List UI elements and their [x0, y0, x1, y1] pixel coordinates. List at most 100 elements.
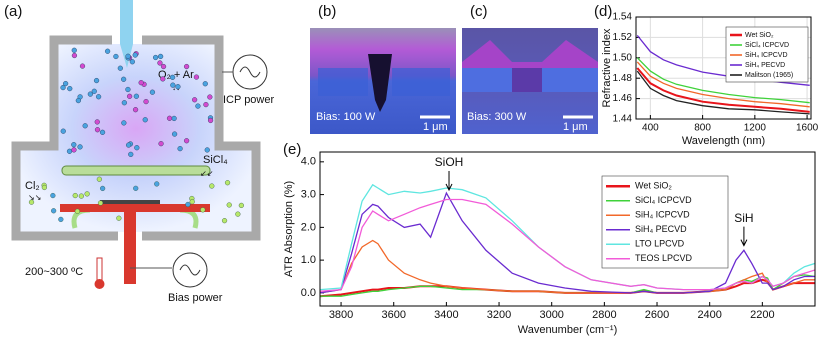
particle [100, 185, 106, 192]
particle [93, 77, 100, 84]
panel-label: (b) [318, 3, 336, 20]
x-tick-label: 2600 [645, 309, 669, 321]
x-tick-label: 2400 [697, 309, 721, 321]
y-axis-label: ATR Absorption (%) [283, 181, 295, 277]
particle [175, 84, 181, 90]
particle [41, 184, 47, 191]
precursor-label: SiCl₄ [203, 154, 228, 166]
x-tick-label: 400 [642, 123, 659, 134]
legend-label: SiH₄ PECVD [745, 62, 785, 69]
y-tick-label: 0.0 [301, 287, 316, 299]
y-tick-label: 3.0 [301, 189, 316, 201]
particle [75, 97, 81, 104]
series-line [636, 61, 810, 108]
particle [238, 202, 244, 209]
particle [121, 76, 127, 82]
thermometer-bulb [94, 279, 105, 289]
particle [71, 47, 77, 53]
particle [203, 101, 209, 108]
particle [142, 117, 148, 123]
particle [132, 52, 138, 58]
particles [28, 47, 244, 224]
plasma-region [20, 44, 252, 232]
particle [87, 91, 93, 97]
bias-label: Bias: 300 W [467, 111, 527, 123]
gas-nozzle [120, 0, 133, 68]
particle [160, 63, 167, 70]
panel-label: (d) [594, 3, 612, 20]
particle [95, 94, 102, 100]
particle [116, 215, 122, 221]
particle [183, 63, 190, 70]
particle [128, 151, 134, 157]
particle [129, 59, 135, 65]
etch-gas-label: Cl₂ [25, 180, 40, 192]
icp-symbol [239, 66, 261, 78]
particle [224, 180, 231, 186]
particle [207, 117, 214, 124]
particle [143, 98, 149, 105]
particle [97, 200, 104, 206]
particle [71, 142, 77, 148]
particle [193, 74, 200, 80]
trench [368, 54, 392, 112]
particle [171, 131, 178, 137]
cladding [462, 40, 598, 68]
particle [160, 76, 166, 82]
panel-a: (a) O₂ + Ar ↓↓ ICP power SiCl₄ ↙↙ Cl₂ ↘↘… [4, 0, 274, 304]
ridge [318, 68, 368, 96]
particle [94, 127, 101, 133]
axes-frame [319, 151, 816, 307]
particle [134, 145, 140, 151]
particle [221, 218, 228, 224]
particle [121, 100, 127, 106]
legend-label: SiCl₄ ICPCVD [745, 42, 789, 49]
series-line [320, 183, 815, 291]
particle [133, 93, 139, 99]
series-line [320, 198, 815, 292]
particle [113, 53, 119, 60]
bias-symbol [179, 264, 201, 276]
legend-label: SiH₄ PECVD [635, 224, 687, 234]
icp-label: ICP power [223, 94, 274, 106]
bias-label: Bias power [168, 292, 223, 304]
x-axis-label: Wavelength (nm) [682, 135, 765, 147]
particle [204, 147, 210, 153]
legend-label: TEOS LPCVD [635, 253, 693, 263]
x-tick-label: 1600 [796, 123, 819, 134]
particle [235, 211, 241, 217]
particle [195, 103, 201, 109]
wafer [100, 200, 160, 204]
x-tick-label: 3000 [539, 309, 563, 321]
particle [99, 129, 106, 135]
particle [209, 183, 215, 189]
precursor-arrows: ↙↙ [200, 169, 213, 178]
legend-label: SiH₄ ICPCVD [745, 52, 788, 59]
panel-label: (c) [470, 3, 488, 20]
particle [74, 208, 80, 214]
x-tick-label: 3400 [434, 309, 458, 321]
particle [58, 216, 64, 223]
y-tick-label: 1.48 [613, 73, 633, 84]
particle [177, 146, 183, 152]
thermometer [96, 257, 103, 281]
particle [71, 52, 78, 59]
particle [125, 53, 131, 59]
particle [185, 201, 191, 208]
particle [71, 147, 77, 153]
particle [158, 53, 164, 60]
series-line [636, 70, 810, 115]
annotation: SiH [734, 211, 753, 225]
y-tick-label: 4.0 [301, 156, 316, 168]
particle [133, 185, 139, 191]
bias-label: Bias: 100 W [316, 111, 376, 123]
particle [226, 202, 232, 208]
legend-label: SiCl₄ ICPCVD [635, 195, 692, 205]
x-tick-label: 3800 [329, 309, 353, 321]
particle [125, 86, 131, 93]
y-axis-label: Refractive index [601, 28, 613, 107]
particle [72, 192, 78, 199]
particle [105, 48, 111, 54]
particle [153, 54, 159, 61]
